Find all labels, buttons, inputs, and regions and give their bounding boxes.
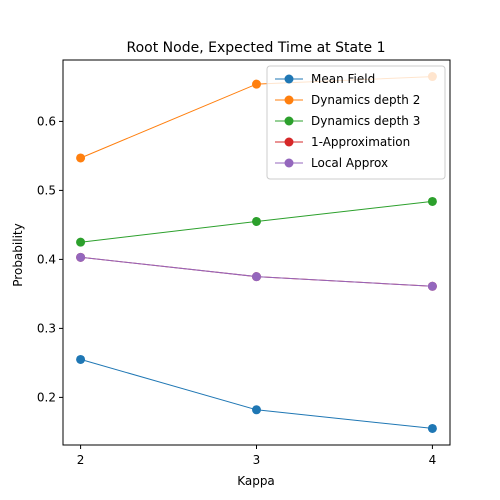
legend-marker <box>285 96 294 105</box>
series-mean-field <box>76 355 437 433</box>
data-point <box>252 217 261 226</box>
data-point <box>252 80 261 89</box>
y-tick-label: 0.5 <box>37 183 56 197</box>
y-tick-label: 0.6 <box>37 114 56 128</box>
series-line <box>81 257 433 286</box>
data-point <box>76 355 85 364</box>
data-point <box>252 272 261 281</box>
x-axis: 2 3 4 <box>77 445 436 467</box>
x-tick-label: 2 <box>77 453 85 467</box>
series-1-approximation <box>76 253 437 291</box>
x-axis-label: Kappa <box>237 474 275 488</box>
data-point <box>428 424 437 433</box>
data-point <box>428 282 437 291</box>
y-tick-label: 0.4 <box>37 252 56 266</box>
series-dynamics-depth-3 <box>76 197 437 247</box>
y-axis-label: Probability <box>11 223 25 286</box>
legend-marker <box>285 117 294 126</box>
legend-marker <box>285 75 294 84</box>
series-line <box>81 359 433 428</box>
legend-marker <box>285 159 294 168</box>
data-point <box>428 197 437 206</box>
x-tick-label: 3 <box>253 453 261 467</box>
legend-label: Dynamics depth 3 <box>311 114 420 128</box>
legend-label: 1-Approximation <box>311 135 410 149</box>
data-point <box>252 405 261 414</box>
x-tick-label: 4 <box>429 453 437 467</box>
legend-label: Dynamics depth 2 <box>311 93 420 107</box>
legend-label: Local Approx <box>311 156 388 170</box>
series-line <box>81 257 433 286</box>
y-tick-label: 0.2 <box>37 390 56 404</box>
y-axis: 0.2 0.3 0.4 0.5 0.6 <box>37 114 63 404</box>
data-point <box>76 153 85 162</box>
data-point <box>76 238 85 247</box>
data-point <box>76 253 85 262</box>
series-local-approx <box>76 253 437 291</box>
y-tick-label: 0.3 <box>37 321 56 335</box>
chart-title: Root Node, Expected Time at State 1 <box>126 40 385 56</box>
legend-marker <box>285 138 294 147</box>
legend-label: Mean Field <box>311 72 375 86</box>
legend: Mean Field Dynamics depth 2 Dynamics depth… <box>267 66 445 179</box>
